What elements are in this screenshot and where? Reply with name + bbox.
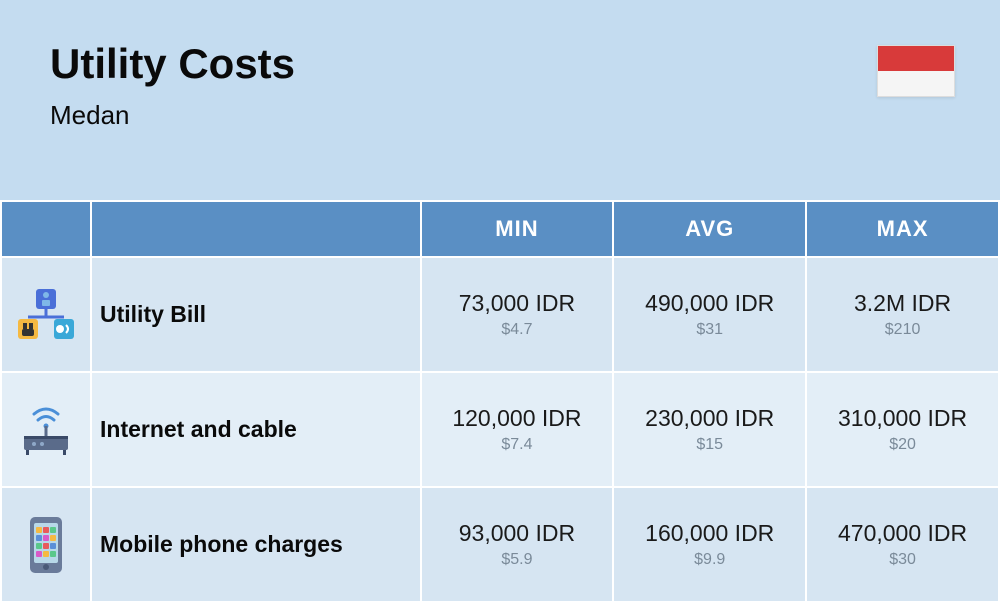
cell-max: 3.2M IDR $210: [806, 257, 999, 372]
col-min: MIN: [421, 201, 614, 257]
phone-icon: [24, 515, 68, 575]
val-primary: 230,000 IDR: [628, 405, 791, 432]
val-secondary: $20: [821, 436, 984, 454]
val-secondary: $7.4: [436, 436, 599, 454]
cell-avg: 230,000 IDR $15: [613, 372, 806, 487]
val-primary: 160,000 IDR: [628, 520, 791, 547]
icon-cell: [1, 372, 91, 487]
cell-min: 73,000 IDR $4.7: [421, 257, 614, 372]
cell-avg: 490,000 IDR $31: [613, 257, 806, 372]
val-primary: 73,000 IDR: [436, 290, 599, 317]
val-secondary: $30: [821, 551, 984, 569]
utility-icon: [16, 287, 76, 343]
table-row: Utility Bill 73,000 IDR $4.7 490,000 IDR…: [1, 257, 999, 372]
icon-cell: [1, 257, 91, 372]
row-label: Mobile phone charges: [91, 487, 421, 602]
page-title: Utility Costs: [50, 40, 950, 88]
val-secondary: $5.9: [436, 551, 599, 569]
val-primary: 120,000 IDR: [436, 405, 599, 432]
header: Utility Costs Medan: [0, 0, 1000, 200]
col-icon: [1, 201, 91, 257]
table-header-row: MIN AVG MAX: [1, 201, 999, 257]
table-row: Internet and cable 120,000 IDR $7.4 230,…: [1, 372, 999, 487]
row-label: Internet and cable: [91, 372, 421, 487]
val-primary: 3.2M IDR: [821, 290, 984, 317]
flag-bottom-stripe: [878, 71, 954, 96]
col-label: [91, 201, 421, 257]
val-secondary: $31: [628, 321, 791, 339]
val-primary: 310,000 IDR: [821, 405, 984, 432]
flag-indonesia: [877, 45, 955, 97]
cell-max: 310,000 IDR $20: [806, 372, 999, 487]
flag-top-stripe: [878, 46, 954, 71]
icon-cell: [1, 487, 91, 602]
cell-max: 470,000 IDR $30: [806, 487, 999, 602]
page-subtitle: Medan: [50, 100, 950, 131]
val-secondary: $4.7: [436, 321, 599, 339]
col-max: MAX: [806, 201, 999, 257]
table-row: Mobile phone charges 93,000 IDR $5.9 160…: [1, 487, 999, 602]
cell-avg: 160,000 IDR $9.9: [613, 487, 806, 602]
col-avg: AVG: [613, 201, 806, 257]
val-secondary: $210: [821, 321, 984, 339]
router-icon: [16, 402, 76, 458]
cell-min: 120,000 IDR $7.4: [421, 372, 614, 487]
val-secondary: $15: [628, 436, 791, 454]
val-primary: 93,000 IDR: [436, 520, 599, 547]
val-primary: 490,000 IDR: [628, 290, 791, 317]
costs-table: MIN AVG MAX U: [0, 200, 1000, 603]
val-secondary: $9.9: [628, 551, 791, 569]
val-primary: 470,000 IDR: [821, 520, 984, 547]
cell-min: 93,000 IDR $5.9: [421, 487, 614, 602]
row-label: Utility Bill: [91, 257, 421, 372]
